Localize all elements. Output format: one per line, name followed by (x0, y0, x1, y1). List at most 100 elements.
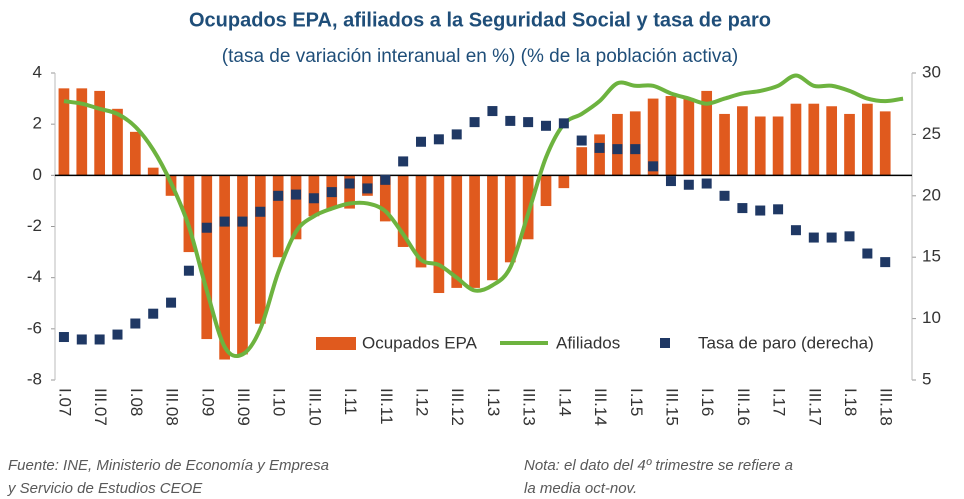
point (844, 231, 855, 242)
bar (790, 103, 802, 176)
bar (737, 106, 748, 176)
point (255, 206, 266, 217)
bar (201, 175, 213, 340)
point (273, 190, 284, 201)
bar (558, 175, 570, 189)
x-tick-label: I.13 (484, 388, 503, 416)
y-tick-label: 4 (33, 62, 42, 81)
x-tick-label: I.15 (627, 388, 646, 416)
x-tick-label: I.18 (841, 388, 860, 416)
bar (808, 103, 820, 176)
point (469, 117, 480, 128)
point (398, 156, 409, 167)
point (737, 203, 748, 214)
y-tick-label: -2 (27, 216, 42, 235)
bar (129, 131, 141, 176)
bar (237, 175, 248, 355)
bar (415, 175, 427, 268)
chart-title: Ocupados EPA, afiliados a la Seguridad S… (189, 9, 771, 31)
point (291, 189, 302, 200)
bar (147, 167, 159, 176)
x-tick-label: III.18 (877, 388, 896, 426)
point (219, 216, 230, 227)
note: Nota: el dato del 4º trimestre se refier… (524, 457, 793, 474)
bar (290, 175, 302, 240)
point (683, 179, 694, 190)
source: Fuente: INE, Ministerio de Economía y Em… (8, 457, 329, 474)
x-tick-label: I.17 (770, 388, 789, 416)
bar (112, 108, 123, 176)
legend-label: Tasa de paro (derecha) (698, 333, 874, 352)
x-tick-label: III.13 (520, 388, 539, 426)
point (451, 129, 462, 140)
point (665, 176, 676, 187)
point (719, 190, 730, 201)
x-tick-label: III.09 (234, 388, 253, 426)
bar (58, 88, 70, 176)
point (558, 118, 569, 129)
bar (665, 96, 677, 176)
bar (344, 175, 355, 209)
legend-bg (310, 330, 908, 358)
bar (451, 175, 463, 288)
bar (772, 116, 784, 176)
point (362, 183, 373, 194)
bar (397, 175, 409, 247)
x-tick-label: I.10 (270, 388, 289, 416)
y-tick-label: -6 (27, 318, 42, 337)
point (880, 257, 891, 268)
legend-swatch (660, 338, 670, 348)
x-tick-label: III.17 (805, 388, 824, 426)
x-tick-label: I.09 (198, 388, 217, 416)
x-tick-label: I.12 (413, 388, 432, 416)
x-tick-label: III.16 (734, 388, 753, 426)
note: la media oct-nov. (524, 480, 637, 497)
point (612, 144, 623, 155)
point (648, 161, 659, 172)
point (112, 329, 123, 340)
bar (76, 88, 88, 176)
point (523, 117, 534, 128)
bar (647, 98, 659, 176)
bar (683, 98, 695, 176)
y2-tick-label: 10 (922, 308, 941, 327)
bar (576, 147, 588, 176)
source: y Servicio de Estudios CEOE (7, 480, 203, 497)
point (237, 216, 248, 227)
bar (504, 175, 516, 263)
x-tick-label: I.07 (55, 388, 74, 416)
legend-swatch (316, 337, 356, 350)
point (130, 318, 141, 329)
point (808, 232, 819, 243)
point (308, 193, 319, 204)
y-tick-label: -4 (27, 267, 42, 286)
point (540, 120, 551, 131)
x-tick-label: I.11 (341, 388, 360, 415)
x-tick-label: III.07 (91, 388, 110, 426)
point (58, 332, 69, 343)
bar (594, 134, 605, 176)
point (790, 225, 801, 236)
point (487, 106, 498, 117)
line (63, 73, 904, 359)
y2-tick-label: 30 (922, 62, 941, 81)
x-tick-label: I.16 (698, 388, 717, 416)
x-tick-label: I.14 (555, 388, 574, 416)
bar (272, 175, 284, 258)
bar (379, 175, 391, 222)
point (773, 204, 784, 215)
point (594, 142, 605, 153)
point (166, 297, 177, 308)
legend-label: Ocupados EPA (362, 333, 478, 352)
x-tick-label: III.11 (377, 388, 396, 425)
bar (879, 111, 891, 176)
point (380, 174, 391, 185)
y-tick-label: -8 (27, 369, 42, 388)
x-tick-label: III.10 (305, 388, 324, 426)
y2-tick-label: 5 (922, 369, 931, 388)
point (433, 134, 444, 145)
bar (719, 113, 730, 176)
x-tick-label: III.08 (163, 388, 182, 426)
point (576, 135, 587, 146)
